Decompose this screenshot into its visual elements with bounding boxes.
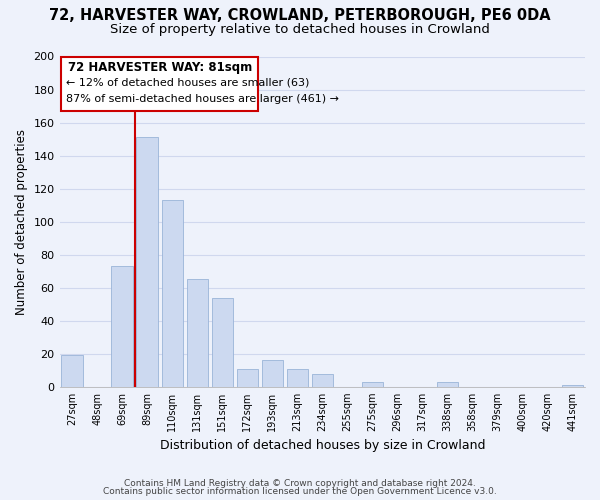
Text: Contains HM Land Registry data © Crown copyright and database right 2024.: Contains HM Land Registry data © Crown c… [124,478,476,488]
Text: Contains public sector information licensed under the Open Government Licence v3: Contains public sector information licen… [103,487,497,496]
Bar [112,266,133,387]
Bar [287,368,308,387]
Bar [161,200,183,387]
Text: 72 HARVESTER WAY: 81sqm: 72 HARVESTER WAY: 81sqm [68,62,252,74]
Bar [61,356,83,387]
X-axis label: Distribution of detached houses by size in Crowland: Distribution of detached houses by size … [160,440,485,452]
Text: 72, HARVESTER WAY, CROWLAND, PETERBOROUGH, PE6 0DA: 72, HARVESTER WAY, CROWLAND, PETERBOROUG… [49,8,551,22]
Text: ← 12% of detached houses are smaller (63): ← 12% of detached houses are smaller (63… [66,78,310,88]
Text: 87% of semi-detached houses are larger (461) →: 87% of semi-detached houses are larger (… [66,94,339,104]
Bar [262,360,283,387]
Bar [437,382,458,387]
Bar [212,298,233,387]
Y-axis label: Number of detached properties: Number of detached properties [15,128,28,314]
Bar [136,138,158,387]
Bar [311,374,333,387]
Bar [236,368,258,387]
Bar [187,280,208,387]
FancyBboxPatch shape [61,56,259,111]
Bar [362,382,383,387]
Text: Size of property relative to detached houses in Crowland: Size of property relative to detached ho… [110,22,490,36]
Bar [562,385,583,387]
